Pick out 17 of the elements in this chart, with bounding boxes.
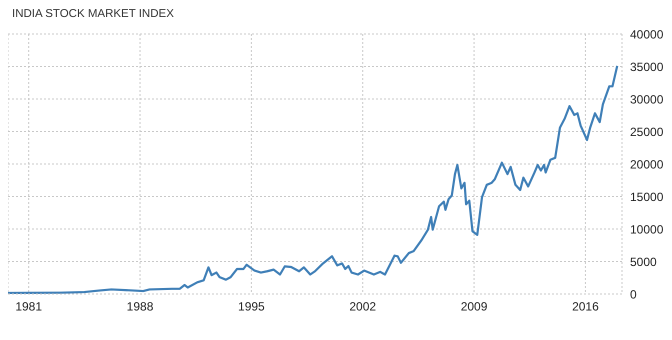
y-tick-label: 35000 [630, 60, 664, 74]
y-tick-label: 0 [630, 287, 637, 302]
chart-title: INDIA STOCK MARKET INDEX [12, 8, 175, 22]
y-tick-label: 30000 [630, 92, 664, 106]
x-tick-label: 1995 [238, 300, 266, 314]
y-tick-label: 5000 [630, 254, 658, 269]
y-tick-label: 40000 [630, 27, 664, 42]
line-series [8, 64, 618, 294]
y-tick-label: 10000 [630, 222, 664, 236]
y-tick-label: 25000 [630, 124, 664, 139]
y-tick-label: 20000 [630, 157, 664, 172]
y-tick-label: 15000 [630, 190, 664, 204]
x-tick-label: 1981 [15, 300, 42, 314]
x-tick-label: 2016 [572, 300, 600, 314]
x-tick-label: 2002 [349, 300, 376, 314]
x-tick-label: 2009 [460, 300, 488, 314]
x-tick-label: 1988 [126, 300, 154, 314]
